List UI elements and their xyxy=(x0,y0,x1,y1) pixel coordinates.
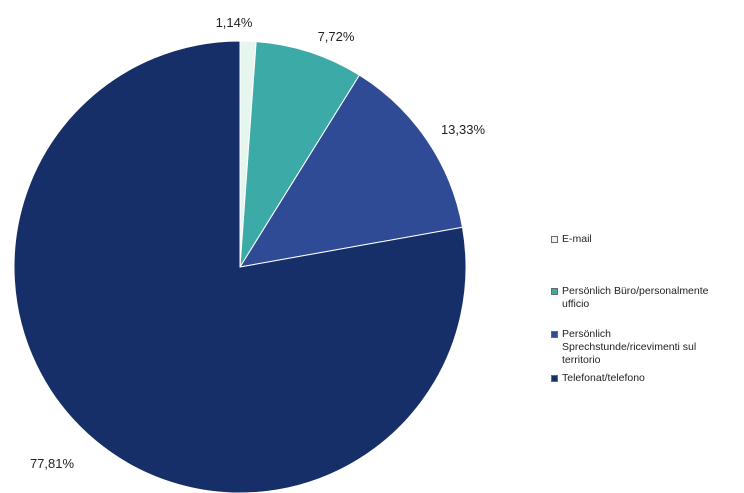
slice-label-telephone: 77,81% xyxy=(30,456,75,471)
legend-label-personal-office-line2: ufficio xyxy=(562,298,590,310)
legend-label-telephone: Telefonat/telefono xyxy=(562,372,645,384)
legend-item-personal-office: Persönlich Büro/personalmente ufficio xyxy=(551,285,709,311)
legend-item-email: E-mail xyxy=(551,233,592,246)
legend-label-email: E-mail xyxy=(562,233,592,245)
pie-slices xyxy=(13,40,467,493)
legend-label-personal-consultation-line3: territorio xyxy=(562,354,601,366)
legend-swatch-email xyxy=(551,236,558,243)
legend-label-personal-office-line1: Persönlich Büro/personalmente xyxy=(562,285,709,297)
legend-label-personal-consultation-line1: Persönlich xyxy=(562,328,612,340)
legend-swatch-telephone xyxy=(551,375,558,382)
legend-item-personal-consultation: Persönlich Sprechstunde/ricevimenti sul … xyxy=(551,328,696,367)
pie-slice-telephone xyxy=(13,40,467,493)
slice-labels: 1,14% 7,72% 13,33% 77,81% xyxy=(30,15,486,471)
slice-label-email: 1,14% xyxy=(216,15,253,30)
legend-label-personal-consultation-line2: Sprechstunde/ricevimenti sul xyxy=(562,341,697,353)
slice-label-personal-consultation: 13,33% xyxy=(441,122,486,137)
legend-swatch-personal-office xyxy=(551,288,558,295)
pie-slice-personal-office xyxy=(239,41,361,268)
pie-slice-personal-consultation xyxy=(238,74,464,268)
legend-swatch-personal-consultation xyxy=(551,331,558,338)
legend-item-telephone: Telefonat/telefono xyxy=(551,372,645,385)
slice-label-personal-office: 7,72% xyxy=(318,29,355,44)
